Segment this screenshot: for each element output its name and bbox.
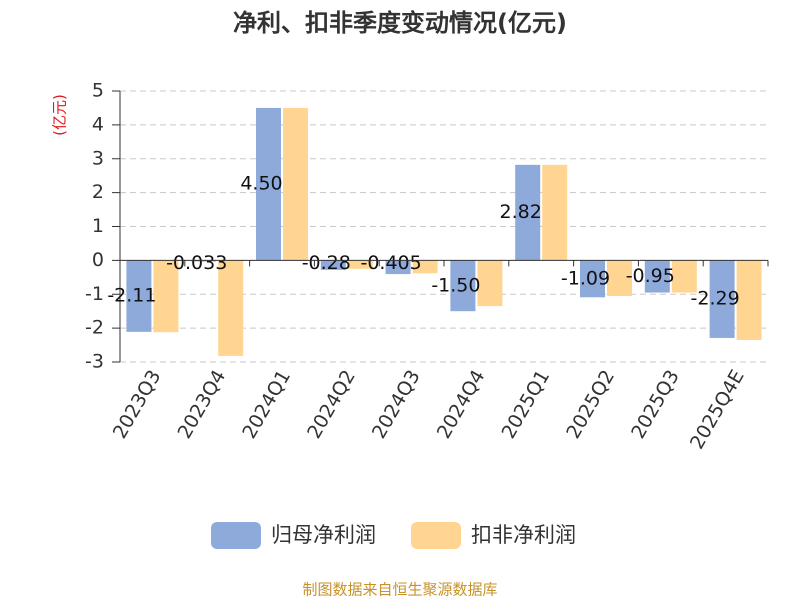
- bar: [644, 260, 670, 293]
- x-tick-label: 2025Q3: [627, 366, 684, 442]
- value-label: -1.50: [431, 274, 480, 296]
- y-tick-label: 2: [92, 181, 104, 203]
- legend-swatch: [411, 522, 461, 549]
- value-label: -0.95: [626, 265, 675, 287]
- x-tick-label: 2023Q3: [109, 366, 166, 442]
- y-tick-label: 4: [92, 113, 104, 135]
- y-axis-label: (亿元): [51, 94, 69, 136]
- value-label: -0.405: [360, 252, 421, 274]
- bar: [218, 260, 244, 356]
- x-tick-label: 2024Q4: [433, 366, 490, 442]
- bar: [736, 260, 762, 340]
- bar: [671, 260, 697, 293]
- bar: [607, 260, 632, 296]
- value-label: -2.29: [691, 288, 740, 310]
- x-tick-label: 2025Q2: [562, 366, 619, 442]
- bar: [580, 260, 605, 298]
- value-label: -0.033: [166, 252, 227, 274]
- bar: [191, 260, 217, 262]
- value-label: 4.50: [240, 173, 282, 195]
- bar: [450, 260, 476, 312]
- y-tick-label: 5: [92, 80, 104, 102]
- y-tick-label: 0: [92, 249, 104, 271]
- bar: [347, 260, 373, 269]
- x-tick-label: 2025Q1: [498, 366, 555, 442]
- bar: [515, 164, 541, 261]
- y-tick-label: -2: [85, 317, 104, 339]
- x-tick-label: 2024Q2: [303, 366, 360, 442]
- source-note: 制图数据来自恒生聚源数据库: [302, 581, 497, 599]
- y-tick-label: -3: [85, 351, 104, 373]
- y-tick-label: -1: [85, 283, 104, 305]
- legend-swatch: [211, 522, 261, 549]
- value-label: -1.09: [561, 267, 610, 289]
- bar: [412, 260, 438, 274]
- bar: [256, 107, 281, 261]
- legend-label: 扣非净利润: [471, 523, 576, 547]
- y-tick-label: 1: [92, 215, 104, 237]
- bar: [385, 260, 411, 275]
- value-label: 2.82: [500, 201, 542, 223]
- x-tick-label: 2024Q3: [368, 366, 425, 442]
- y-tick-label: 3: [92, 147, 104, 169]
- x-tick-label: 2023Q4: [174, 366, 231, 442]
- legend-label: 归母净利润: [271, 523, 376, 547]
- bar: [283, 107, 308, 261]
- value-label: -2.11: [107, 285, 156, 307]
- bar: [126, 260, 152, 332]
- x-tick-label: 2025Q4E: [686, 366, 749, 453]
- bar: [320, 260, 346, 270]
- value-label: -0.28: [302, 252, 351, 274]
- x-tick-label: 2024Q1: [238, 366, 295, 442]
- chart-title: 净利、扣非季度变动情况(亿元): [233, 9, 567, 37]
- bar: [153, 260, 179, 333]
- bar: [542, 164, 568, 261]
- bar: [477, 260, 503, 307]
- bar: [709, 260, 735, 338]
